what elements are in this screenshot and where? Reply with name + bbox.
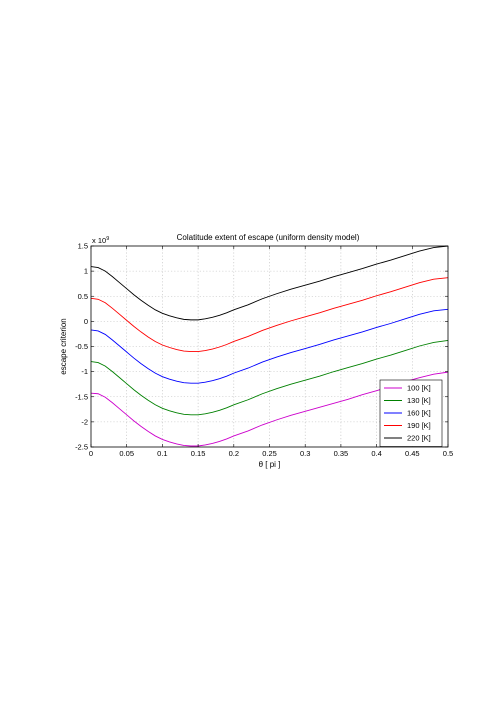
legend-label: 220 [K]: [407, 434, 431, 443]
x-axis-label: θ [ pi ]: [259, 460, 281, 469]
chart-title: Colatitude extent of escape (uniform den…: [177, 233, 360, 242]
series-line-130-k: [90, 340, 449, 416]
y-tick-label: -2.5: [75, 443, 88, 452]
x-tick-label: 0.05: [119, 449, 134, 458]
series-line-160-k: [90, 308, 449, 384]
x-tick-label: 0.2: [229, 449, 239, 458]
x-tick-label: 0.5: [443, 449, 453, 458]
legend-label: 130 [K]: [407, 396, 431, 405]
x-tick-label: 0.25: [262, 449, 277, 458]
x-tick-label: 0.4: [371, 449, 381, 458]
y-tick-label: -1.5: [75, 392, 88, 401]
x-tick-label: 0.35: [334, 449, 349, 458]
x-tick-label: 0.15: [191, 449, 206, 458]
series-line-100-k: [90, 371, 449, 447]
series-line-190-k: [90, 277, 449, 352]
y-axis-label: escape criterion: [59, 318, 68, 374]
series-lines: [90, 245, 449, 447]
legend: 100 [K] 130 [K] 160 [K] 190 [K] 220 [K]: [379, 379, 443, 447]
legend-label: 190 [K]: [407, 421, 431, 430]
y-tick-label: 1: [84, 267, 88, 276]
y-tick-label: -1: [81, 367, 88, 376]
y-tick-label: 1.5: [78, 242, 88, 251]
series-line-220-k: [90, 245, 449, 321]
axis-ticks: 0 0.05 0.1 0.15 0.2 0.25 0.3 0.35 0.4 0.45 0.5 -2.5…: [75, 242, 453, 458]
legend-label: 160 [K]: [407, 409, 431, 418]
y-tick-label: 0.5: [78, 292, 88, 301]
legend-label: 100 [K]: [407, 384, 431, 393]
x-tick-label: 0: [89, 449, 93, 458]
x-tick-label: 0.45: [405, 449, 420, 458]
x-tick-label: 0.3: [300, 449, 310, 458]
y-exponent-label: x 109: [92, 236, 109, 245]
y-tick-label: -2: [81, 417, 88, 426]
y-tick-label: 0: [84, 317, 88, 326]
y-tick-label: -0.5: [75, 342, 88, 351]
x-tick-label: 0.1: [157, 449, 167, 458]
